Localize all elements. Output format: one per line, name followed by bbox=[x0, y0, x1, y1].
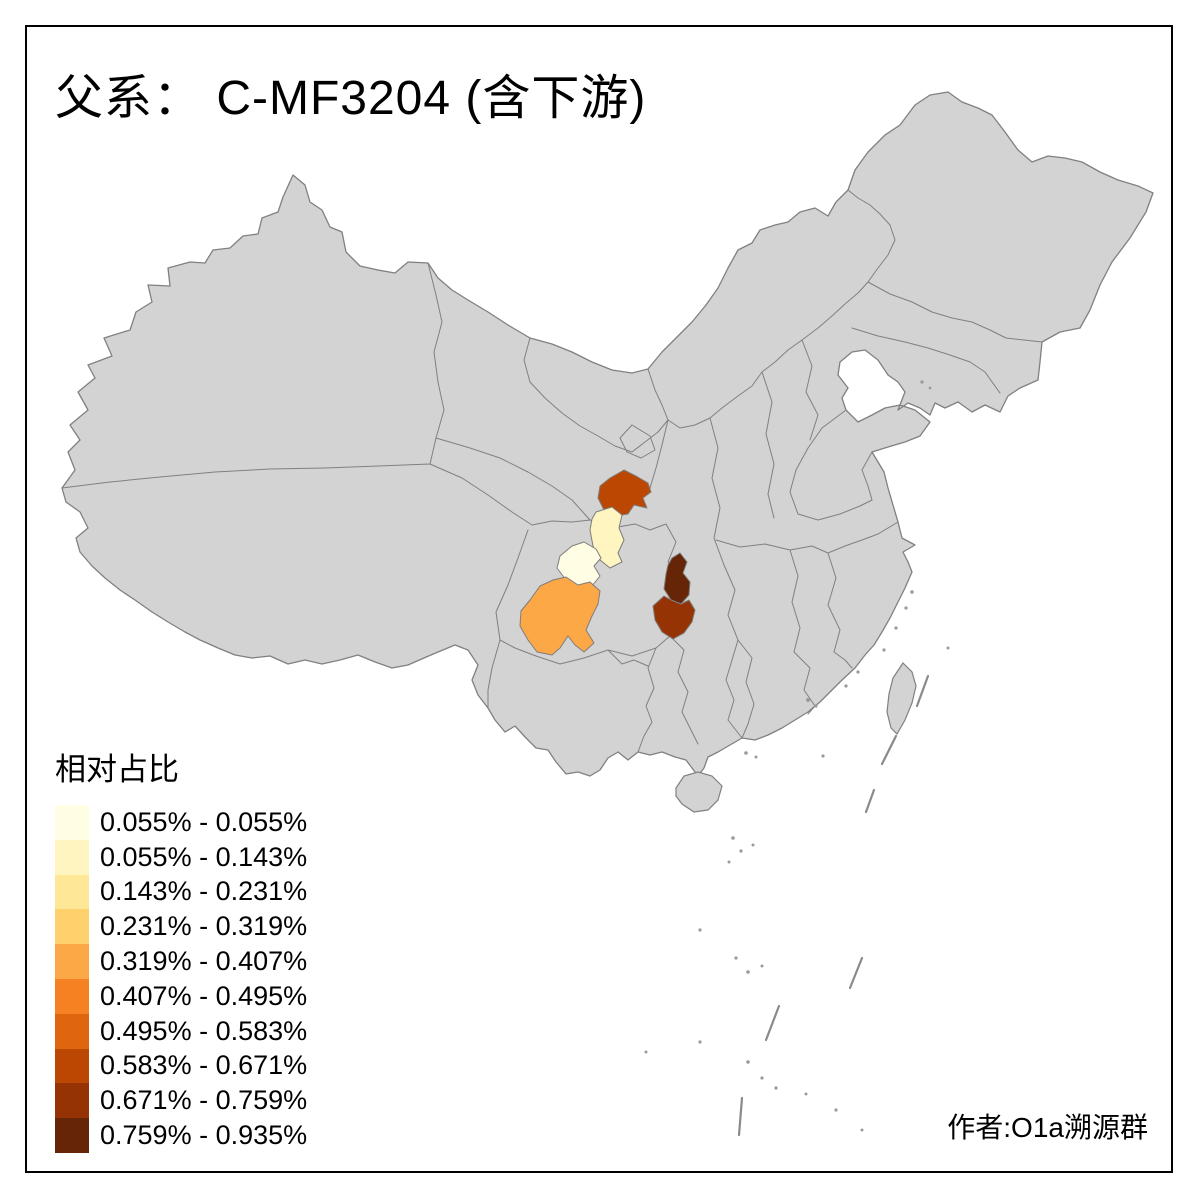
legend-swatch-7 bbox=[55, 1013, 89, 1049]
legend-item: 0.407% - 0.495% bbox=[55, 978, 308, 1014]
legend-item: 0.583% - 0.671% bbox=[55, 1048, 308, 1084]
legend-label: 0.407% - 0.495% bbox=[100, 980, 308, 1011]
legend-label: 0.055% - 0.055% bbox=[100, 806, 308, 837]
map-title: 父系： C-MF3204 (含下游) bbox=[55, 72, 647, 125]
region-bin-10 bbox=[663, 552, 691, 605]
legend-item: 0.055% - 0.143% bbox=[55, 839, 308, 875]
legend-item: 0.671% - 0.759% bbox=[55, 1083, 308, 1119]
legend-label: 0.671% - 0.759% bbox=[100, 1085, 308, 1116]
legend-swatch-3 bbox=[55, 874, 89, 910]
legend-label: 0.495% - 0.583% bbox=[100, 1015, 308, 1046]
legend-swatch-8 bbox=[55, 1048, 89, 1084]
legend-item: 0.143% - 0.231% bbox=[55, 874, 308, 910]
legend-label: 0.231% - 0.319% bbox=[100, 911, 308, 942]
legend-swatch-10 bbox=[55, 1118, 89, 1153]
legend-swatch-5 bbox=[55, 944, 89, 979]
legend-label: 0.583% - 0.671% bbox=[100, 1050, 308, 1081]
legend-swatch-1 bbox=[55, 805, 89, 840]
legend-swatch-6 bbox=[55, 978, 89, 1014]
sea-boundary-dashes bbox=[737, 674, 930, 1137]
legend-label: 0.055% - 0.143% bbox=[100, 841, 308, 872]
legend-swatch-9 bbox=[55, 1083, 89, 1119]
hainan-island bbox=[675, 771, 723, 813]
province-boundaries bbox=[61, 189, 1043, 753]
legend-label: 0.143% - 0.231% bbox=[100, 876, 308, 907]
taiwan-island bbox=[886, 662, 917, 735]
legend-item: 0.759% - 0.935% bbox=[55, 1118, 307, 1153]
china-mainland bbox=[61, 91, 1154, 777]
legend-item: 0.055% - 0.055% bbox=[55, 805, 307, 840]
attribution: 作者:O1a溯源群 bbox=[947, 1112, 1148, 1143]
legend-title: 相对占比 bbox=[55, 752, 179, 787]
legend-label: 0.319% - 0.407% bbox=[100, 946, 308, 977]
islets bbox=[644, 380, 950, 1132]
legend-item: 0.231% - 0.319% bbox=[55, 909, 308, 945]
region-bin-8 bbox=[597, 469, 652, 517]
legend-item: 0.495% - 0.583% bbox=[55, 1013, 308, 1049]
legend: 相对占比 0.055% - 0.055% 0.055% - 0.143% 0.1… bbox=[55, 744, 307, 1153]
legend-label: 0.759% - 0.935% bbox=[100, 1120, 308, 1151]
legend-swatch-2 bbox=[55, 839, 89, 875]
legend-item: 0.319% - 0.407% bbox=[55, 944, 307, 979]
region-bin-5 bbox=[519, 576, 601, 656]
region-bin-9 bbox=[652, 595, 696, 640]
legend-swatch-4 bbox=[55, 909, 89, 945]
